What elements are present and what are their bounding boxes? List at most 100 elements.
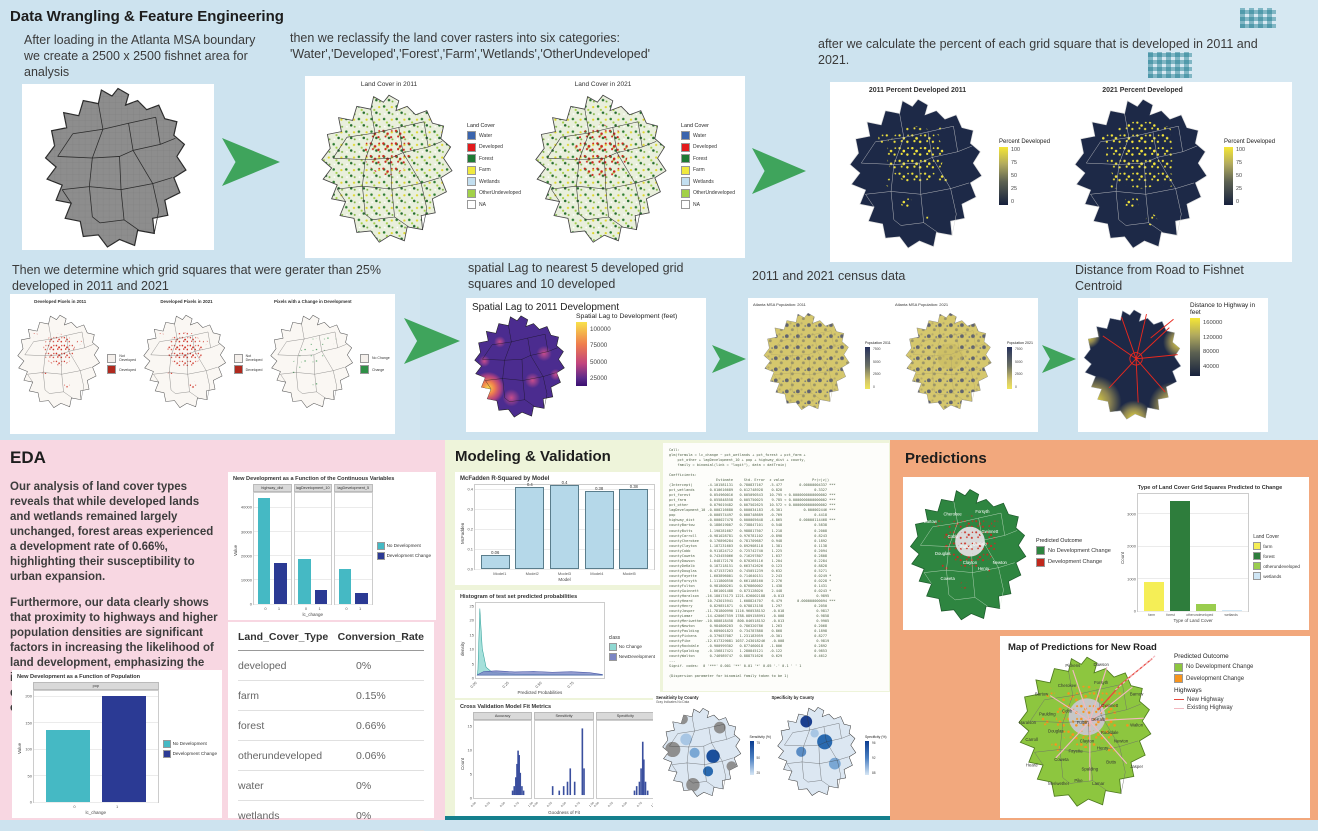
tick-label: 0.0 bbox=[467, 566, 473, 572]
tick-label: 88 bbox=[872, 771, 876, 775]
tick-label: 50 bbox=[27, 773, 32, 779]
legend-item: OtherUndeveloped bbox=[467, 188, 525, 198]
chart-predicted-change: Type of Land Cover Grid Squares Predicte… bbox=[1116, 482, 1304, 625]
population-legend: Population 2011 7500 5000 2500 0 bbox=[865, 341, 893, 389]
table-row: otherundeveloped 0.06% bbox=[238, 741, 424, 771]
tick-label: 0 bbox=[29, 799, 32, 805]
tick-label: 100000 bbox=[590, 326, 611, 333]
county-label: Carroll bbox=[1025, 737, 1038, 742]
step-text-census: 2011 and 2021 census data bbox=[752, 269, 906, 283]
legend-item: NewDevelopment bbox=[608, 652, 655, 661]
map-title: Developed Pixels in 2011 bbox=[34, 299, 87, 304]
bar bbox=[638, 781, 640, 796]
tick-label: 0.00 bbox=[469, 681, 478, 690]
gradient-bar bbox=[1224, 147, 1233, 205]
bar bbox=[558, 790, 561, 796]
bar bbox=[515, 777, 517, 796]
pctdev-2021-block: 2021 Percent Developed bbox=[1061, 85, 1224, 259]
map-title: Specificity by County bbox=[771, 695, 815, 700]
tick-label: 0 bbox=[304, 606, 308, 611]
legend-item: Existing Highway bbox=[1174, 705, 1253, 711]
map-sensitivity bbox=[662, 707, 741, 797]
tick-label: 2500 bbox=[1015, 372, 1023, 377]
tick-label: 120000 bbox=[1203, 334, 1223, 341]
tick-label: 1000 bbox=[1127, 576, 1136, 581]
bar bbox=[521, 786, 523, 796]
bar bbox=[1144, 581, 1164, 611]
x-axis-label: lc_change bbox=[302, 612, 324, 617]
county-label: Dawson bbox=[1094, 662, 1110, 667]
legend-title: Land Cover bbox=[681, 122, 709, 129]
map-population-2021 bbox=[905, 312, 992, 411]
tick-label: 5000 bbox=[1015, 359, 1023, 364]
bar: 0.38 bbox=[584, 486, 614, 569]
tick-label: 75 bbox=[1236, 160, 1242, 166]
map-new-road-predictions: Pickens Dawson Bartow Cherokee Forsyth Pauldi… bbox=[1018, 655, 1156, 807]
plot-area bbox=[334, 492, 373, 605]
county-label: Forsyth bbox=[975, 509, 990, 514]
legend-item: Forest bbox=[681, 154, 739, 163]
county-label: Walton bbox=[1130, 723, 1144, 728]
tick-label: 0.1 bbox=[467, 546, 473, 552]
legend-item: Developed bbox=[107, 365, 139, 375]
gradient-bar bbox=[865, 741, 869, 775]
tick-label: 2500 bbox=[873, 372, 881, 377]
chart-title: McFadden R-Squared by Model bbox=[460, 476, 550, 482]
county-label: Bartow bbox=[1035, 692, 1049, 697]
density-area-NewDevelopment bbox=[476, 670, 603, 676]
bar bbox=[642, 759, 645, 796]
histogram-bars bbox=[633, 741, 649, 796]
bar bbox=[552, 786, 554, 796]
legend-item: Water bbox=[681, 131, 739, 140]
chart-cross-validation: Cross Validation Model Fit Metrics Count A… bbox=[455, 700, 660, 818]
tick-label: 15 bbox=[467, 723, 472, 729]
county-label: Douglas bbox=[935, 551, 950, 556]
map-title: Atlanta MSA Population: 2011 bbox=[753, 302, 806, 307]
chart-continuous-variables: New Development as a Function of the Con… bbox=[228, 472, 436, 620]
chart-mcfadden: McFadden R-Squared by Model McFadden 0.0 0.… bbox=[455, 472, 660, 585]
county-label: Coweta bbox=[1054, 757, 1069, 762]
tick-label: 92 bbox=[872, 756, 876, 760]
county-label: Fulton bbox=[1077, 720, 1089, 725]
county-label: Butts bbox=[1106, 760, 1116, 765]
legend-title: Percent Developed bbox=[999, 139, 1051, 145]
step-text-fishnet: After loading in the Atlanta MSA boundar… bbox=[24, 33, 256, 79]
tick-label: 25 bbox=[1011, 186, 1017, 192]
bar bbox=[298, 559, 311, 604]
bar bbox=[641, 741, 644, 796]
bar: 0.38 bbox=[619, 484, 649, 569]
x-axis-label: Predicted Probabilities bbox=[517, 690, 563, 695]
legend-item: Developed bbox=[681, 142, 739, 152]
tick-label: 0.75 bbox=[512, 801, 520, 808]
map-pctdev-2021 bbox=[1073, 98, 1208, 249]
county-label: Gwinnett bbox=[1101, 703, 1119, 708]
histogram-bars bbox=[552, 728, 586, 796]
map-devpix-2011 bbox=[17, 314, 101, 409]
predicted-outcome-legend: Predicted Outcome No Development Change De… bbox=[1036, 538, 1112, 570]
tick-label: 1 bbox=[115, 804, 119, 809]
plot-area: 0 10000 20000 30000 40000 bbox=[241, 492, 292, 607]
new-road-panel: Map of Predictions for New Road Pickens D… bbox=[1000, 636, 1310, 818]
legend-item: Farm bbox=[681, 165, 739, 175]
table-header-row: Land_Cover_Type Conversion_Rate bbox=[238, 624, 424, 651]
pctdev-panel: 2011 Percent Developed 2011 Percent Deve… bbox=[830, 82, 1292, 262]
population-legend: Population 2021 7500 5000 2500 0 bbox=[1007, 341, 1035, 389]
legend-item: Development Change bbox=[1174, 674, 1253, 683]
legend-ticks: 7500 5000 2500 0 bbox=[1015, 347, 1023, 389]
legend-ticks: 100000 75000 50000 25000 bbox=[590, 322, 611, 382]
county-label: Bartow bbox=[924, 519, 938, 524]
bar bbox=[635, 786, 638, 796]
tick-label: 0.75 bbox=[574, 801, 582, 808]
facet-strip: lagDevelopment_10 bbox=[293, 484, 333, 492]
bar bbox=[517, 750, 519, 796]
map-title: Land Cover in 2021 bbox=[574, 81, 632, 88]
plot-area bbox=[595, 720, 655, 799]
map-pctdev-2011 bbox=[848, 98, 983, 249]
devpix-legend: Not Developed Developed bbox=[233, 351, 266, 377]
plot-area: 0 1000 2000 3000 bbox=[1127, 493, 1250, 614]
new-road-legends: Predicted Outcome No Development Change D… bbox=[1174, 653, 1253, 809]
tick-label: 1 bbox=[277, 606, 281, 611]
pctdev-legend: Percent Developed 100 75 50 25 0 bbox=[999, 139, 1061, 205]
legend-ticks: 100 75 50 25 0 bbox=[1236, 147, 1245, 205]
